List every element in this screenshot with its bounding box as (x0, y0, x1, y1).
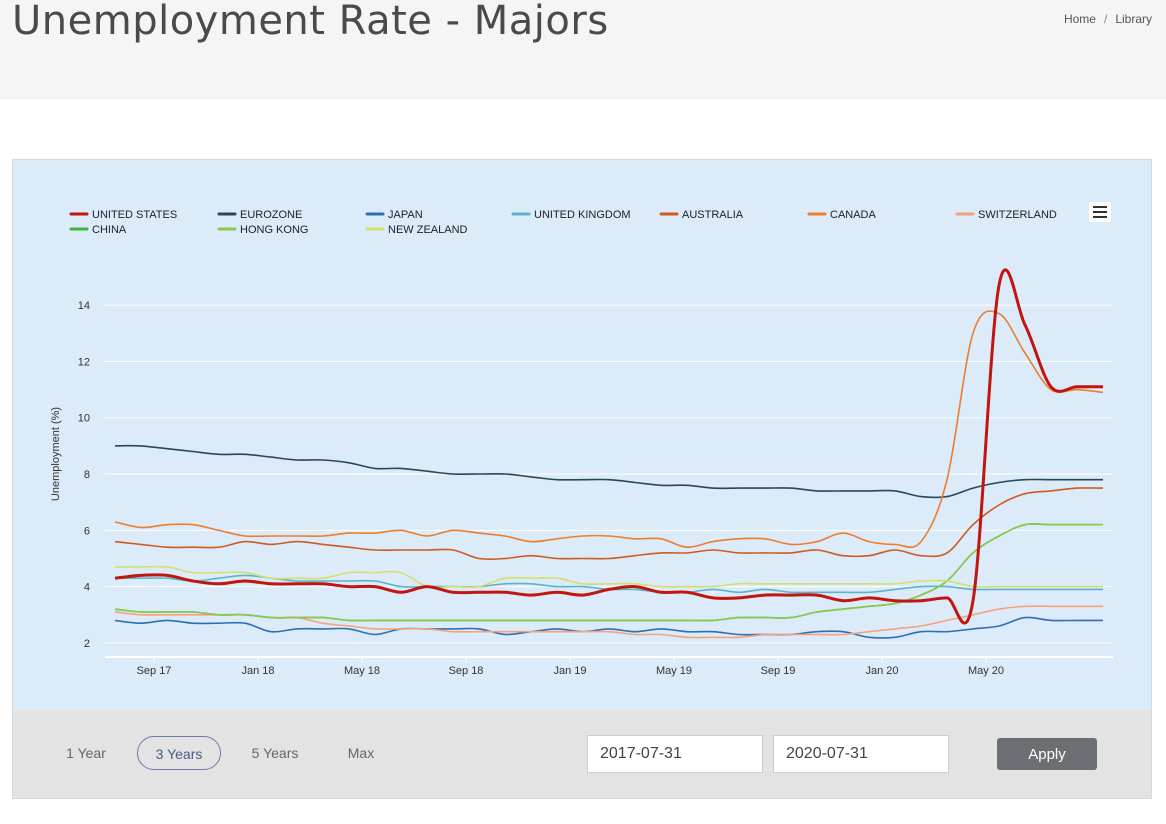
start-date-input[interactable] (587, 735, 763, 773)
x-tick-label: May 18 (344, 665, 380, 677)
apply-button[interactable]: Apply (997, 738, 1097, 770)
x-tick-label: May 20 (968, 665, 1004, 677)
unemployment-line-chart: 2 4 6 8 10 12 14 Sep 17 Jan 18 May 18 Sep 18 Jan 19… (50, 209, 1113, 677)
chart-panel: 2 4 6 8 10 12 14 Sep 17 Jan 18 May 18 Sep 18 Jan 19… (12, 159, 1152, 799)
x-tick-label: Sep 19 (761, 665, 796, 677)
legend-label-hong-kong: HONG KONG (240, 224, 308, 236)
legend-label-united-states: UNITED STATES (92, 209, 177, 221)
legend-label-eurozone: EUROZONE (240, 209, 302, 221)
series-line-japan (114, 616, 1103, 639)
page-title: Unemployment Rate - Majors (12, 0, 609, 44)
legend-label-canada: CANADA (830, 209, 877, 221)
breadcrumb-current: Library (1115, 12, 1152, 26)
legend-label-new-zealand: NEW ZEALAND (388, 224, 468, 236)
series-line-new-zealand (114, 565, 1103, 589)
x-tick-label: Sep 18 (449, 665, 484, 677)
series-line-hong-kong (114, 523, 1103, 622)
chart-menu-icon[interactable] (1089, 202, 1111, 222)
y-tick-label: 14 (78, 300, 90, 312)
x-tick-label: Jan 18 (241, 665, 274, 677)
legend-label-china: CHINA (92, 224, 127, 236)
series-line-united-states (114, 268, 1103, 625)
page-header: Unemployment Rate - Majors Home / Librar… (0, 0, 1166, 99)
y-tick-label: 12 (78, 356, 90, 368)
legend-label-japan: JAPAN (388, 209, 423, 221)
y-tick-label: 10 (78, 413, 90, 425)
y-axis-label: Unemployment (%) (50, 407, 62, 501)
range-3-years-button[interactable]: 3 Years (137, 736, 221, 770)
end-date-input[interactable] (773, 735, 949, 773)
x-tick-label: Sep 17 (137, 665, 172, 677)
legend-label-australia: AUSTRALIA (682, 209, 744, 221)
y-tick-label: 8 (84, 469, 90, 481)
series-line-canada (114, 310, 1104, 549)
y-tick-label: 2 (84, 638, 90, 650)
series-line-australia (114, 487, 1104, 561)
range-max-button[interactable]: Max (347, 745, 375, 761)
chart-area: 2 4 6 8 10 12 14 Sep 17 Jan 18 May 18 Sep 18 Jan 19… (13, 160, 1151, 710)
range-5-years-button[interactable]: 5 Years (251, 745, 299, 761)
series-line-eurozone (114, 444, 1103, 499)
y-tick-label: 6 (84, 525, 90, 537)
x-tick-label: Jan 19 (553, 665, 586, 677)
legend-label-united-kingdom: UNITED KINGDOM (534, 209, 631, 221)
breadcrumb-separator: / (1103, 12, 1108, 26)
y-tick-label: 4 (84, 582, 90, 594)
range-controls: 1 Year 3 Years 5 Years Max Apply (13, 710, 1151, 798)
breadcrumb-home-link[interactable]: Home (1063, 12, 1096, 26)
x-tick-label: May 19 (656, 665, 692, 677)
breadcrumb: Home / Library (1064, 12, 1152, 26)
legend-label-switzerland: SWITZERLAND (978, 209, 1057, 221)
range-1-year-button[interactable]: 1 Year (66, 745, 106, 761)
x-tick-label: Jan 20 (865, 665, 898, 677)
